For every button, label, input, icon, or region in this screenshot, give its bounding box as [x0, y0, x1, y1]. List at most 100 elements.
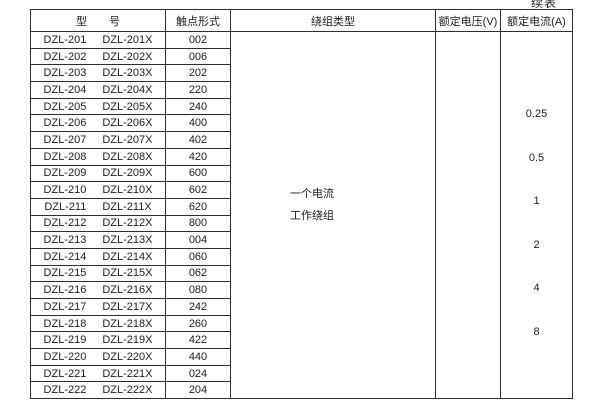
contact-form-cell: 602	[165, 181, 231, 199]
model-x-variant: DZL-209X	[102, 167, 153, 180]
table-row: DZL-202 DZL-202X 006	[30, 47, 573, 66]
model-standard: DZL-201	[43, 33, 87, 46]
model-x-variant: DZL-207X	[102, 133, 153, 146]
table-row: DZL-218 DZL-218X 260	[30, 314, 573, 333]
table-row: DZL-213 DZL-213X 004	[30, 231, 573, 249]
contact-form-cell: 024	[165, 364, 231, 383]
rated-current-value: 2	[533, 238, 540, 251]
table-row: DZL-204 DZL-204X 220	[30, 81, 573, 99]
col-header-rated-voltage: 额定电压(V)	[435, 9, 501, 32]
model-standard: DZL-216	[43, 284, 87, 297]
model-x-variant: DZL-215X	[102, 267, 153, 280]
rated-current-value: 4	[533, 282, 540, 294]
model-cell: DZL-202 DZL-202X	[30, 47, 166, 66]
model-x-variant: DZL-202X	[102, 50, 153, 63]
table-row: DZL-212 DZL-212X 800	[30, 214, 573, 233]
model-standard: DZL-211	[44, 200, 87, 213]
contact-form-cell: 080	[165, 281, 231, 299]
contact-form-cell: 402	[165, 131, 231, 149]
model-standard: DZL-217	[43, 300, 87, 313]
model-standard: DZL-221	[43, 367, 87, 380]
contact-form-cell: 002	[165, 31, 231, 49]
model-x-variant: DZL-203X	[102, 67, 153, 80]
model-standard: DZL-207	[43, 133, 87, 146]
contact-form-cell: 062	[165, 264, 231, 283]
model-cell: DZL-217 DZL-217X	[30, 298, 166, 316]
rated-current-value: 0.25	[525, 108, 548, 120]
relay-spec-table: 型 号 触点形式 绕组类型 额定电压(V) 额定电流(A) DZL-201 DZ…	[30, 9, 573, 400]
col-header-model: 型 号	[30, 9, 166, 32]
contact-form-cell: 202	[165, 64, 231, 83]
model-x-variant: DZL-218X	[102, 317, 153, 330]
rated-current-value: 0.5	[528, 151, 545, 164]
model-x-variant: DZL-208X	[102, 150, 153, 163]
table-row: DZL-211 DZL-211X 620	[30, 197, 573, 216]
contact-form-cell: 220	[165, 81, 231, 99]
winding-type-text: 一个电流 工作绕组	[290, 183, 334, 227]
model-standard: DZL-203	[43, 67, 87, 80]
model-standard: DZL-212	[43, 217, 87, 230]
model-standard: DZL-220	[43, 350, 87, 363]
model-x-variant: DZL-219X	[102, 334, 153, 347]
model-cell: DZL-216 DZL-216X	[30, 281, 166, 299]
model-standard: DZL-204	[43, 83, 87, 96]
contact-form-cell: 240	[165, 97, 231, 116]
contact-form-cell: 204	[165, 381, 231, 400]
table-row: DZL-221 DZL-221X 024	[30, 364, 573, 383]
winding-type-line1: 一个电流	[290, 188, 334, 200]
model-cell: DZL-218 DZL-218X	[30, 314, 166, 333]
model-cell: DZL-201 DZL-201X	[30, 31, 166, 49]
model-x-variant: DZL-222X	[102, 384, 153, 397]
model-standard: DZL-205	[43, 100, 87, 113]
model-standard: DZL-215	[43, 267, 87, 280]
table-row: DZL-203 DZL-203X 202	[30, 64, 573, 83]
contact-form-cell: 004	[165, 231, 231, 249]
model-standard: DZL-209	[43, 167, 87, 180]
table-row: DZL-210 DZL-210X 602	[30, 181, 573, 199]
table-row: DZL-215 DZL-215X 062	[30, 264, 573, 283]
rated-voltage-cell	[435, 30, 501, 400]
model-standard: DZL-219	[43, 334, 87, 347]
table-row: DZL-205 DZL-205X 240	[30, 97, 573, 116]
contact-form-cell: 242	[165, 298, 231, 316]
model-cell: DZL-213 DZL-213X	[30, 231, 166, 249]
model-cell: DZL-215 DZL-215X	[30, 264, 166, 283]
contact-form-cell: 060	[165, 247, 231, 266]
model-x-variant: DZL-210X	[102, 184, 153, 197]
contact-form-cell: 400	[165, 114, 231, 133]
model-cell: DZL-210 DZL-210X	[30, 181, 166, 199]
contact-form-cell: 800	[165, 214, 231, 233]
model-standard: DZL-222	[43, 384, 87, 397]
winding-type-line2: 工作绕组	[290, 210, 334, 222]
contact-form-cell: 600	[165, 164, 231, 183]
model-cell: DZL-206 DZL-206X	[30, 114, 166, 133]
table-row: DZL-201 DZL-201X 002 一个电流工作绕组 0.25 0.5 1 2 4 8	[30, 30, 573, 400]
model-x-variant: DZL-201X	[102, 33, 153, 46]
rated-current-value: 8	[533, 325, 540, 338]
model-cell: DZL-221 DZL-221X	[30, 364, 166, 383]
table-row: DZL-219 DZL-219X 422	[30, 331, 573, 350]
model-x-variant: DZL-221X	[102, 367, 153, 380]
model-standard: DZL-208	[43, 150, 87, 163]
table-row: DZL-222 DZL-222X 204	[30, 381, 573, 400]
model-standard: DZL-206	[43, 117, 87, 130]
model-cell: DZL-203 DZL-203X	[30, 64, 166, 83]
model-x-variant: DZL-214X	[102, 250, 153, 263]
model-cell: DZL-214 DZL-214X	[30, 247, 166, 266]
col-header-model-part1: 型	[76, 15, 87, 28]
model-x-variant: DZL-216X	[102, 284, 153, 297]
contact-form-cell: 620	[165, 197, 231, 216]
col-header-winding-type: 绕组类型	[230, 9, 436, 32]
model-x-variant: DZL-206X	[102, 117, 153, 130]
winding-type-cell: 一个电流 工作绕组	[230, 30, 436, 400]
model-standard: DZL-202	[43, 50, 87, 63]
header-row: 型 号 触点形式 绕组类型 额定电压(V) 额定电流(A)	[30, 9, 573, 32]
model-x-variant: DZL-212X	[102, 217, 153, 230]
model-standard: DZL-214	[43, 250, 87, 263]
contact-form-cell: 260	[165, 314, 231, 333]
model-standard: DZL-218	[43, 317, 87, 330]
rated-current-value: 1	[533, 195, 540, 207]
model-x-variant: DZL-204X	[102, 83, 153, 96]
model-x-variant: DZL-217X	[102, 300, 153, 313]
model-x-variant: DZL-213X	[102, 234, 153, 247]
